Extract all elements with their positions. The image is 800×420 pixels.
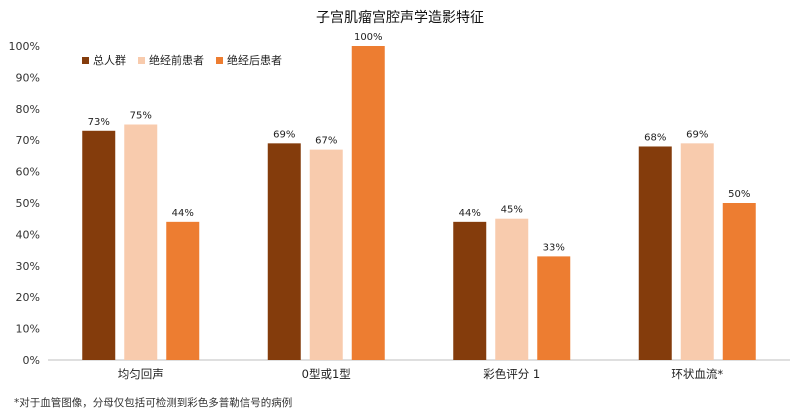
footnote: *对于血管图像，分母仅包括可检测到彩色多普勒信号的病例	[14, 397, 293, 409]
bar	[267, 143, 301, 360]
data-label: 100%	[354, 32, 383, 43]
data-label: 50%	[728, 189, 750, 200]
y-tick-label: 80%	[16, 103, 40, 116]
data-label: 44%	[172, 208, 194, 219]
legend-item-postmenopausal: 绝经后患者	[216, 52, 282, 68]
y-tick-label: 100%	[9, 40, 40, 53]
y-tick-label: 30%	[16, 260, 40, 273]
bar	[124, 124, 158, 360]
y-tick-label: 60%	[16, 166, 40, 179]
bar	[82, 130, 116, 360]
bar	[495, 218, 529, 360]
bar	[351, 46, 385, 360]
y-tick-label: 20%	[16, 291, 40, 304]
data-label: 33%	[543, 242, 565, 253]
legend-label-postmenopausal: 绝经后患者	[227, 54, 282, 67]
y-tick-label: 90%	[16, 71, 40, 84]
bar	[722, 203, 756, 360]
data-label: 69%	[273, 129, 295, 140]
bar	[453, 221, 487, 360]
y-tick-label: 70%	[16, 134, 40, 147]
data-label: 75%	[130, 111, 152, 122]
x-tick-label: 环状血流*	[671, 367, 723, 381]
legend: 总人群 绝经前患者 绝经后患者	[82, 52, 282, 68]
x-tick-label: 彩色评分 1	[483, 367, 540, 381]
x-tick-label: 均匀回声	[118, 367, 164, 381]
legend-label-premenopausal: 绝经前患者	[149, 54, 204, 67]
data-label: 69%	[686, 129, 708, 140]
x-tick-label: 0型或1型	[302, 367, 351, 381]
legend-label-total: 总人群	[93, 54, 126, 67]
data-label: 44%	[459, 208, 481, 219]
data-label: 45%	[501, 205, 523, 216]
data-label: 68%	[644, 132, 666, 143]
y-tick-label: 40%	[16, 228, 40, 241]
bar	[638, 146, 672, 360]
legend-item-premenopausal: 绝经前患者	[138, 52, 204, 68]
chart-title: 子宫肌瘤宫腔声学造影特征	[316, 10, 484, 26]
bar	[309, 149, 343, 360]
y-tick-label: 50%	[16, 197, 40, 210]
y-tick-label: 0%	[23, 354, 40, 367]
y-tick-label: 10%	[16, 323, 40, 336]
data-label: 67%	[315, 136, 337, 147]
legend-item-total: 总人群	[82, 52, 126, 68]
bar	[537, 256, 571, 360]
data-label: 73%	[88, 117, 110, 128]
bar	[680, 143, 714, 360]
legend-swatch-postmenopausal	[216, 56, 223, 64]
legend-swatch-premenopausal	[138, 56, 145, 64]
legend-swatch-total	[82, 56, 89, 64]
bar	[166, 221, 200, 360]
